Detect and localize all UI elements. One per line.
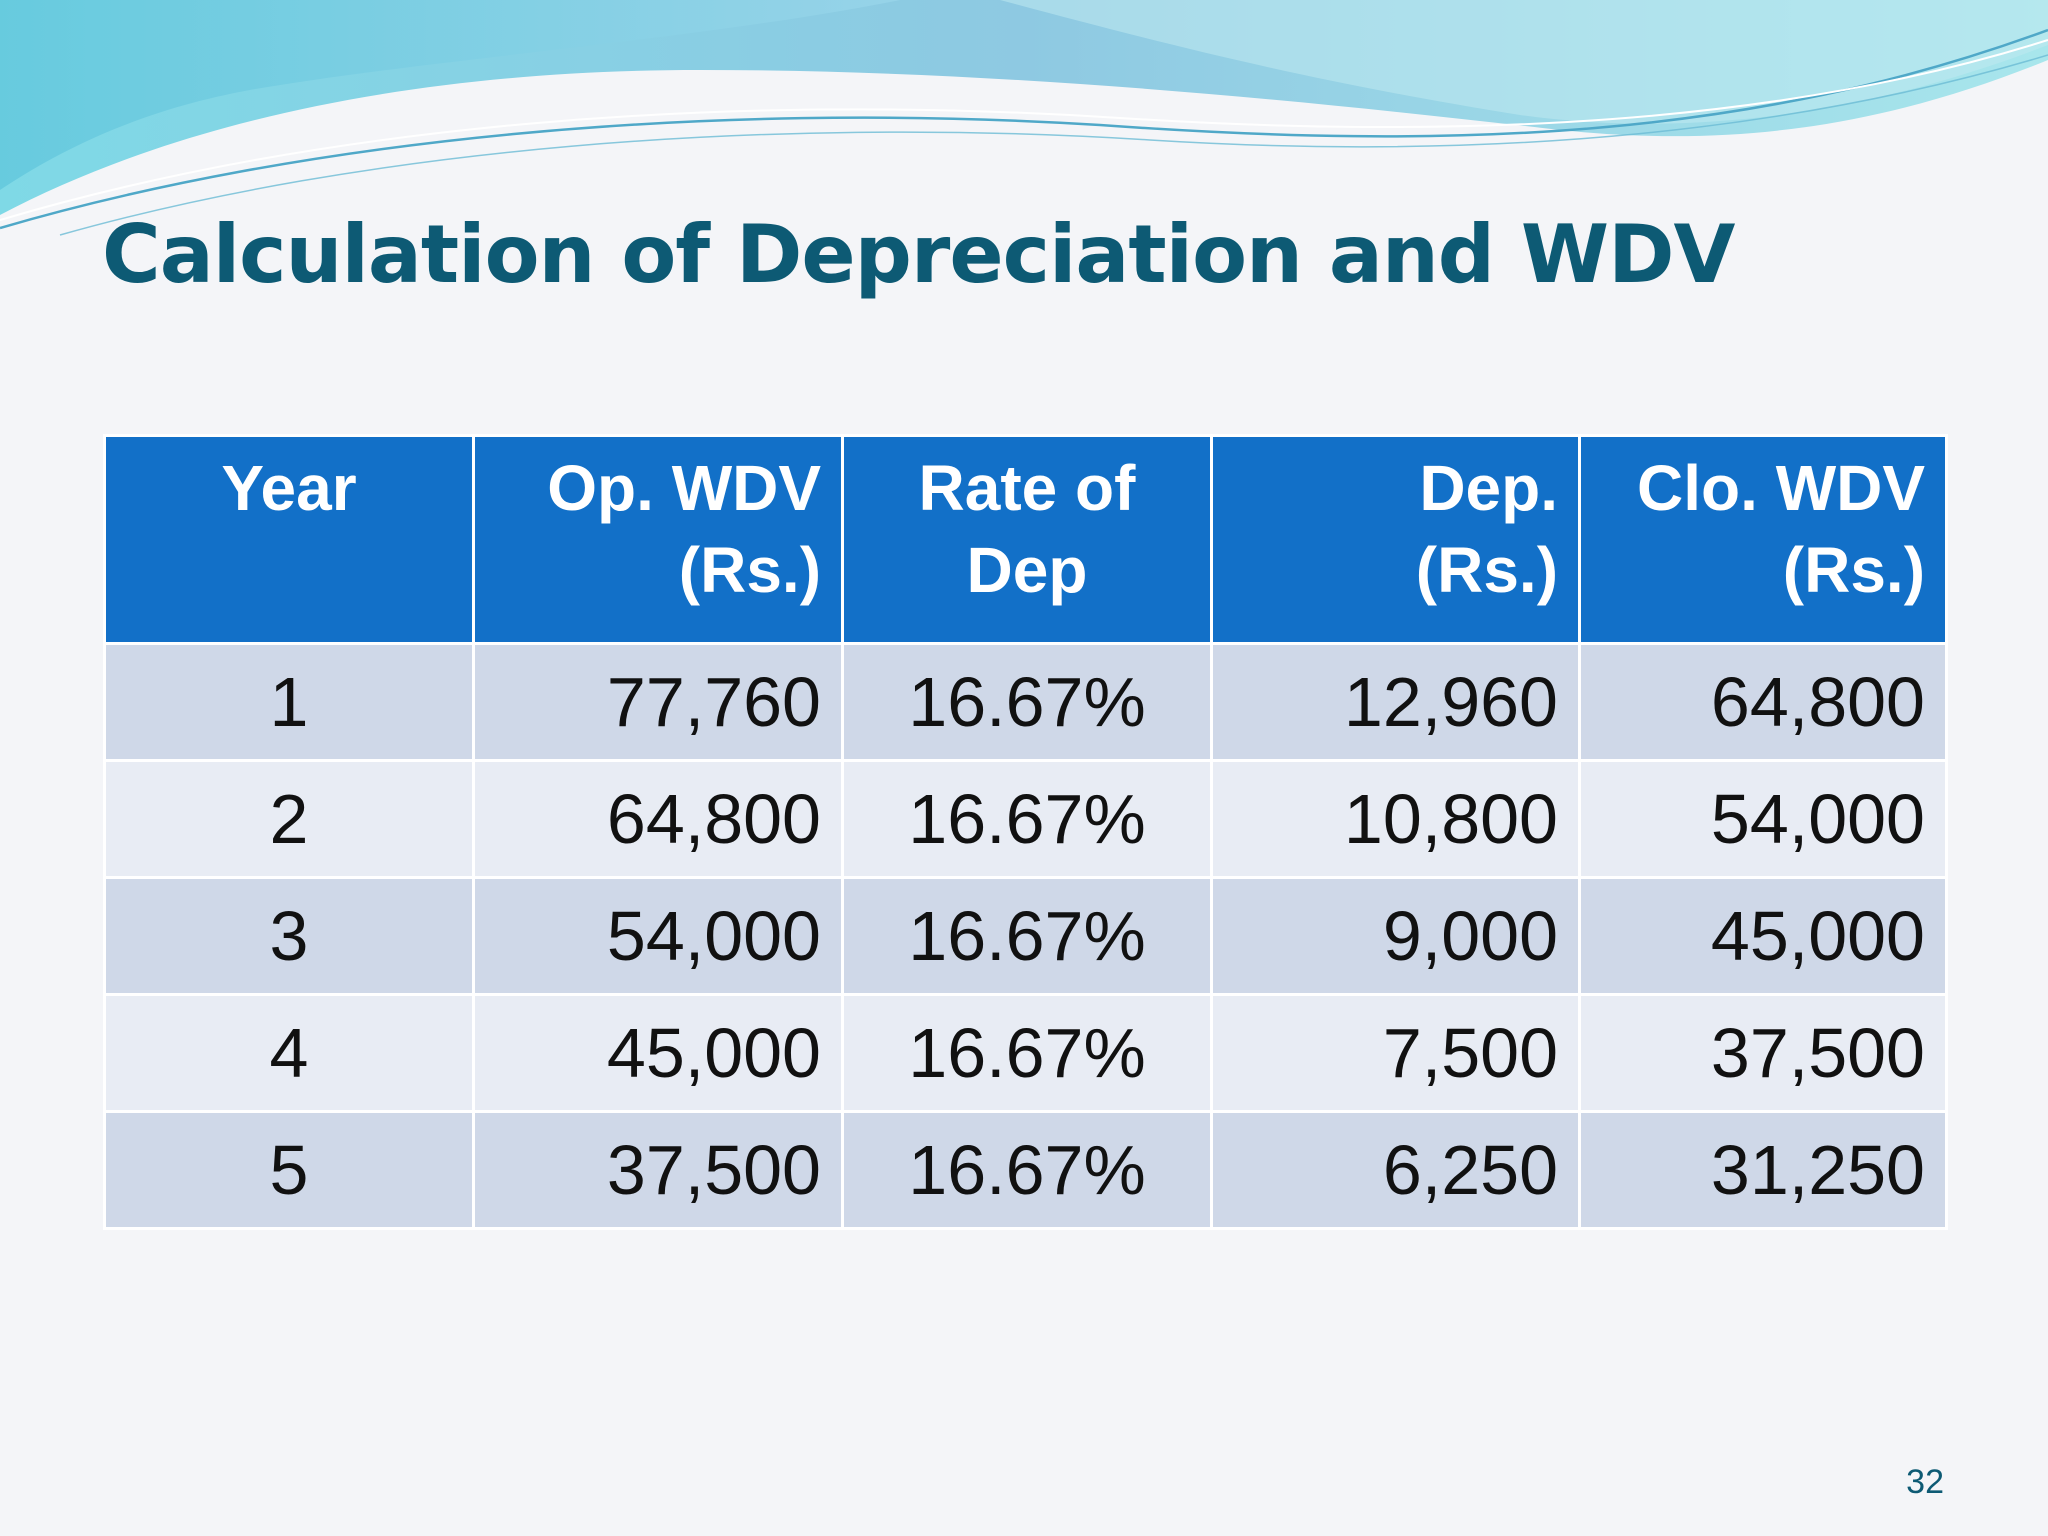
header-closing-wdv: Clo. WDV (Rs.) bbox=[1578, 434, 1948, 645]
table-row: 1 77,760 16.67% 12,960 64,800 bbox=[103, 642, 1948, 762]
cell-depreciation: 6,250 bbox=[1210, 1110, 1581, 1230]
table-header-row: Year Op. WDV (Rs.) Rate of Dep Dep. (Rs.… bbox=[103, 434, 1948, 645]
cell-opening-wdv: 77,760 bbox=[472, 642, 844, 762]
cell-rate: 16.67% bbox=[841, 642, 1213, 762]
cell-opening-wdv: 64,800 bbox=[472, 759, 844, 879]
header-opening-wdv-line2: (Rs.) bbox=[678, 534, 821, 606]
slide-title: Calculation of Depreciation and WDV bbox=[102, 208, 1735, 301]
header-wave-decoration bbox=[0, 0, 2048, 236]
header-depreciation: Dep. (Rs.) bbox=[1210, 434, 1581, 645]
header-opening-wdv: Op. WDV (Rs.) bbox=[472, 434, 844, 645]
header-rate-of-dep: Rate of Dep bbox=[841, 434, 1213, 645]
header-closing-wdv-line1: Clo. WDV bbox=[1637, 452, 1925, 524]
table-row: 2 64,800 16.67% 10,800 54,000 bbox=[103, 759, 1948, 879]
cell-rate: 16.67% bbox=[841, 759, 1213, 879]
header-year: Year bbox=[103, 434, 475, 645]
cell-rate: 16.67% bbox=[841, 876, 1213, 996]
cell-year: 1 bbox=[103, 642, 475, 762]
table-row: 5 37,500 16.67% 6,250 31,250 bbox=[103, 1110, 1948, 1230]
table-row: 4 45,000 16.67% 7,500 37,500 bbox=[103, 993, 1948, 1113]
cell-opening-wdv: 54,000 bbox=[472, 876, 844, 996]
cell-year: 3 bbox=[103, 876, 475, 996]
cell-closing-wdv: 37,500 bbox=[1578, 993, 1948, 1113]
cell-depreciation: 10,800 bbox=[1210, 759, 1581, 879]
cell-rate: 16.67% bbox=[841, 1110, 1213, 1230]
table-row: 3 54,000 16.67% 9,000 45,000 bbox=[103, 876, 1948, 996]
cell-opening-wdv: 37,500 bbox=[472, 1110, 844, 1230]
cell-closing-wdv: 64,800 bbox=[1578, 642, 1948, 762]
cell-depreciation: 12,960 bbox=[1210, 642, 1581, 762]
header-year-line1: Year bbox=[221, 452, 357, 524]
cell-rate: 16.67% bbox=[841, 993, 1213, 1113]
header-closing-wdv-line2: (Rs.) bbox=[1782, 534, 1925, 606]
cell-depreciation: 9,000 bbox=[1210, 876, 1581, 996]
cell-closing-wdv: 45,000 bbox=[1578, 876, 1948, 996]
cell-year: 4 bbox=[103, 993, 475, 1113]
cell-closing-wdv: 54,000 bbox=[1578, 759, 1948, 879]
header-depreciation-line1: Dep. bbox=[1419, 452, 1558, 524]
cell-depreciation: 7,500 bbox=[1210, 993, 1581, 1113]
page-number: 32 bbox=[1906, 1463, 1944, 1501]
cell-closing-wdv: 31,250 bbox=[1578, 1110, 1948, 1230]
header-rate-of-dep-line1: Rate of bbox=[918, 452, 1136, 524]
header-rate-of-dep-line2: Dep bbox=[966, 534, 1088, 606]
cell-opening-wdv: 45,000 bbox=[472, 993, 844, 1113]
header-opening-wdv-line1: Op. WDV bbox=[547, 452, 821, 524]
header-depreciation-line2: (Rs.) bbox=[1415, 534, 1558, 606]
cell-year: 5 bbox=[103, 1110, 475, 1230]
depreciation-table-container: Year Op. WDV (Rs.) Rate of Dep Dep. (Rs.… bbox=[103, 434, 1948, 1230]
depreciation-table: Year Op. WDV (Rs.) Rate of Dep Dep. (Rs.… bbox=[103, 434, 1948, 1230]
cell-year: 2 bbox=[103, 759, 475, 879]
